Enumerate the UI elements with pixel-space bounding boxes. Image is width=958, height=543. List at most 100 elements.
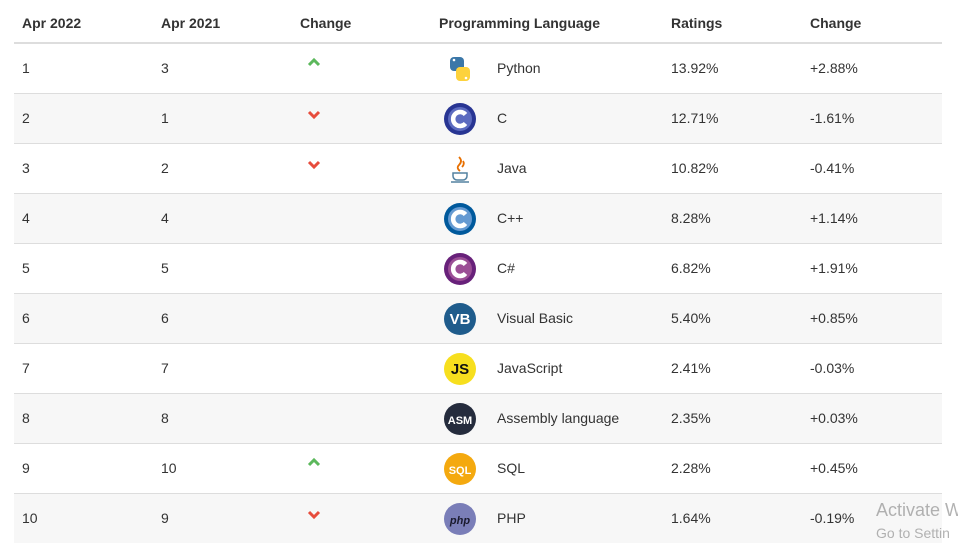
rating: 2.41%: [671, 360, 711, 376]
rank-2022: 8: [22, 410, 30, 426]
rank-2021: 1: [161, 110, 169, 126]
icon-bg: [444, 353, 476, 385]
language-icon: VB: [444, 303, 476, 335]
icon-text: SQL: [449, 465, 472, 477]
column-header: Ratings: [671, 15, 723, 31]
language-name: C#: [497, 260, 515, 276]
rating-change: +0.03%: [810, 410, 858, 426]
java-cup: [452, 172, 468, 181]
language-name: Java: [497, 160, 527, 176]
rank-2021: 3: [161, 60, 169, 76]
table-row: 9 10 SQL SQL 2.28% +0.45%: [14, 444, 942, 494]
language-name: Visual Basic: [497, 310, 574, 326]
rating: 13.92%: [671, 60, 719, 76]
rating-change: +0.45%: [810, 460, 858, 476]
rating-change: -0.19%: [810, 510, 855, 526]
table-row: 6 6 VB Visual Basic 5.40% +0.85%: [14, 294, 942, 344]
chevron: [307, 57, 321, 67]
chevron: [307, 510, 321, 520]
language-name: C++: [497, 210, 524, 226]
language-icon: ASM: [444, 403, 476, 435]
language-icon: [444, 253, 476, 285]
rank-2022: 10: [22, 510, 38, 526]
rating: 6.82%: [671, 260, 711, 276]
python-yellow: [456, 67, 470, 81]
rating: 8.28%: [671, 210, 711, 226]
rating: 2.35%: [671, 410, 711, 426]
column-header: Change: [810, 15, 862, 31]
icon-letter: [450, 109, 468, 129]
language-icon: [451, 156, 469, 183]
python-eye: [452, 58, 456, 62]
rank-2021: 5: [161, 260, 169, 276]
language-name: Assembly language: [497, 410, 620, 426]
icon-bg: [444, 503, 476, 535]
language-name: JavaScript: [497, 360, 563, 376]
chevron: [307, 110, 321, 120]
rating-change: +1.14%: [810, 210, 858, 226]
rating: 10.82%: [671, 160, 719, 176]
icon-bg: [444, 453, 476, 485]
icon-bg: [444, 303, 476, 335]
rank-2021: 10: [161, 460, 177, 476]
rating-change: +0.85%: [810, 310, 858, 326]
watermark-subtitle: Go to Settin: [876, 525, 950, 541]
rank-2021: 7: [161, 360, 169, 376]
language-icon: [444, 203, 476, 235]
table-row: 5 5 C# 6.82% +1.91%: [14, 244, 942, 294]
table-row: 2 1 C 12.71% -1.61%: [14, 94, 942, 144]
rating-change: +1.91%: [810, 260, 858, 276]
trend-icon: [307, 457, 321, 467]
rank-2021: 6: [161, 310, 169, 326]
table-row: 1 3 Python 13.92% +2.88%: [14, 44, 942, 94]
icon-letter: [450, 259, 468, 279]
rank-2022: 3: [22, 160, 30, 176]
rank-2022: 9: [22, 460, 30, 476]
watermark-title: Activate W: [876, 500, 958, 520]
rating-change: -1.61%: [810, 110, 855, 126]
trend-icon: [307, 110, 321, 120]
table-row: 8 8 ASM Assembly language 2.35% +0.03%: [14, 394, 942, 444]
rank-2022: 4: [22, 210, 30, 226]
language-icon: php: [444, 503, 476, 535]
rank-2021: 4: [161, 210, 169, 226]
chevron: [307, 457, 321, 467]
icon-letter: [450, 209, 468, 229]
icon-text: JS: [451, 361, 469, 378]
trend-icon: [307, 160, 321, 170]
column-header: Programming Language: [439, 15, 601, 31]
trend-icon: [307, 57, 321, 67]
rank-2022: 7: [22, 360, 30, 376]
table-row: 4 4 C++ 8.28% +1.14%: [14, 194, 942, 244]
table-row: 7 7 JS JavaScript 2.41% -0.03%: [14, 344, 942, 394]
language-icon: SQL: [444, 453, 476, 485]
language-icon: JS: [444, 353, 476, 385]
language-name: Python: [497, 60, 541, 76]
table-row: 10 9 php PHP 1.64% -0.19%: [14, 494, 942, 543]
icon-text: php: [449, 515, 470, 527]
column-header: Change: [300, 15, 352, 31]
column-header: Apr 2021: [161, 15, 221, 31]
language-name: C: [497, 110, 508, 126]
rating: 5.40%: [671, 310, 711, 326]
rank-2022: 2: [22, 110, 30, 126]
column-header: Apr 2022: [22, 15, 82, 31]
rating: 2.28%: [671, 460, 711, 476]
icon-bg: [444, 403, 476, 435]
rating-change: -0.03%: [810, 360, 855, 376]
rating-change: +2.88%: [810, 60, 858, 76]
rank-2022: 6: [22, 310, 30, 326]
java-steam: [456, 156, 465, 172]
rank-2021: 2: [161, 160, 169, 176]
rank-2021: 8: [161, 410, 169, 426]
rating: 1.64%: [671, 510, 711, 526]
icon-text: ASM: [448, 415, 472, 427]
language-name: SQL: [497, 460, 526, 476]
language-icon: [444, 103, 476, 135]
rank-2022: 5: [22, 260, 30, 276]
table-row: 3 2 Java 10.82% -0.41%: [14, 144, 942, 194]
rating-change: -0.41%: [810, 160, 855, 176]
header-rule: [14, 42, 942, 44]
